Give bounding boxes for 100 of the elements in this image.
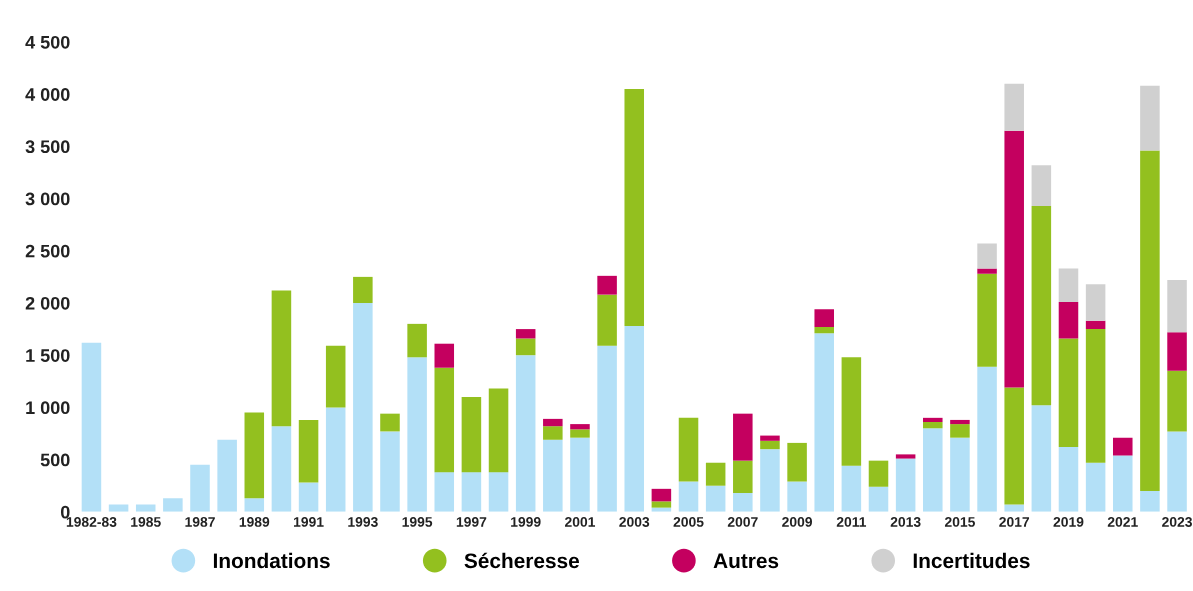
bar	[841, 357, 862, 466]
bar	[244, 412, 265, 499]
bar	[1140, 150, 1160, 491]
x-tick-label: 2019	[1053, 517, 1084, 527]
bar	[1004, 504, 1024, 512]
bar	[380, 413, 400, 432]
x-tick-label: 2015	[944, 517, 975, 527]
bar	[1004, 83, 1024, 131]
bar	[1004, 387, 1024, 505]
y-tick-label: 4 500	[25, 35, 70, 49]
bar	[1085, 462, 1106, 512]
bar	[488, 472, 509, 512]
bar	[1140, 85, 1160, 151]
bar	[434, 472, 455, 512]
bar	[760, 449, 780, 512]
bar	[1058, 447, 1079, 512]
bar	[923, 428, 943, 512]
bar	[895, 458, 916, 512]
bar	[868, 486, 889, 512]
bar	[977, 366, 997, 512]
bar	[1112, 437, 1133, 456]
x-tick-label: 1991	[293, 517, 324, 527]
bar	[1058, 301, 1079, 339]
bar	[977, 268, 997, 274]
bar	[244, 498, 265, 512]
bar	[705, 462, 726, 486]
y-tick-label: 1 000	[26, 401, 70, 415]
bar	[1031, 405, 1052, 512]
x-tick-label: 2011	[836, 517, 867, 527]
y-tick-label: 0	[60, 505, 70, 519]
bar	[407, 323, 427, 358]
bar	[651, 501, 672, 508]
y-tick-label: 500	[40, 453, 70, 467]
bar	[1167, 280, 1187, 333]
bar	[977, 243, 997, 269]
bar	[380, 431, 400, 512]
bar	[434, 343, 455, 368]
bar	[1167, 370, 1187, 432]
x-tick-label: 2021	[1107, 517, 1138, 527]
x-tick-label: 1997	[456, 517, 487, 527]
x-tick-label: 2017	[999, 517, 1030, 527]
x-tick-label: 1982-83	[66, 517, 117, 527]
bar	[353, 302, 373, 512]
bar	[678, 417, 699, 482]
bar	[543, 426, 563, 440]
bar	[515, 355, 536, 512]
bar	[298, 482, 319, 512]
bar	[895, 454, 916, 459]
bar	[624, 88, 645, 326]
bar	[597, 294, 617, 346]
bar	[1004, 130, 1024, 388]
x-tick-label: 2009	[782, 517, 813, 527]
x-tick-label: 1995	[402, 517, 433, 527]
x-tick-label: 1987	[185, 517, 215, 527]
bar	[298, 419, 319, 483]
y-tick-label: 1 500	[26, 349, 70, 362]
bar	[1031, 165, 1052, 206]
bar	[570, 429, 590, 438]
bar	[325, 345, 346, 408]
bar	[814, 333, 834, 512]
y-tick-label: 2 000	[25, 296, 70, 310]
bar	[461, 472, 482, 512]
x-tick-label: 1985	[131, 517, 161, 527]
bar	[733, 460, 753, 494]
bar	[353, 276, 373, 303]
bar	[1085, 329, 1106, 463]
bar	[950, 419, 970, 425]
bar	[814, 327, 834, 334]
y-tick-label: 3 500	[25, 140, 70, 154]
bar	[543, 439, 563, 512]
bar	[678, 481, 699, 512]
bar	[841, 465, 862, 512]
bar	[461, 396, 482, 473]
x-tick-label: 1989	[239, 517, 270, 527]
bar	[1085, 284, 1106, 321]
bar	[488, 388, 509, 473]
bar	[1058, 338, 1079, 448]
bar	[325, 407, 346, 512]
bar	[733, 493, 753, 512]
bar	[271, 290, 292, 427]
y-tick-label: 4 000	[25, 88, 70, 101]
bar	[570, 424, 590, 430]
bar	[570, 437, 590, 512]
bar	[108, 504, 129, 512]
bar	[760, 435, 780, 441]
bar	[1085, 320, 1106, 330]
bar	[515, 329, 536, 339]
bar	[1167, 431, 1187, 512]
bar	[434, 367, 455, 473]
bar	[1058, 268, 1079, 302]
bar	[760, 440, 780, 450]
y-tick-label: 2 500	[25, 244, 70, 258]
legend-label: Incertitudes	[913, 552, 1030, 569]
bar	[950, 437, 970, 512]
bar	[705, 485, 726, 512]
legend-label: Sécheresse	[464, 552, 580, 569]
bar	[923, 422, 943, 429]
x-tick-label: 2001	[565, 517, 596, 527]
bar	[81, 342, 102, 512]
bar	[407, 357, 427, 512]
